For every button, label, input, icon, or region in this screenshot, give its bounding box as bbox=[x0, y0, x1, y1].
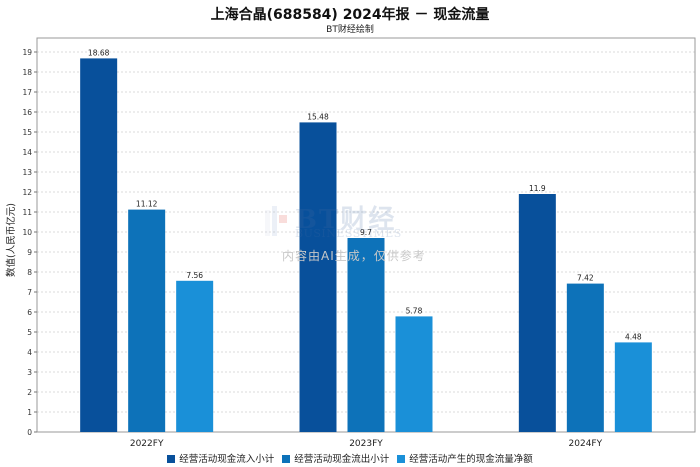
chart-subtitle: BT财经绘制 bbox=[326, 25, 374, 35]
data-label: 5.78 bbox=[406, 306, 423, 315]
chart-legend: 经营活动现金流入小计 经营活动现金流出小计 经营活动产生的现金流量净额 bbox=[0, 451, 700, 465]
y-tick-label: 2 bbox=[27, 388, 32, 397]
y-tick-label: 5 bbox=[27, 328, 32, 337]
bar bbox=[299, 122, 337, 433]
y-tick-label: 7 bbox=[27, 288, 32, 297]
legend-label: 经营活动现金流出小计 bbox=[294, 454, 390, 465]
bar bbox=[80, 58, 118, 433]
watermark-note: 内容由AI生成，仅供参考 bbox=[282, 249, 426, 263]
legend-swatch bbox=[167, 455, 176, 463]
legend-label: 经营活动产生的现金流量净额 bbox=[409, 454, 533, 465]
data-label: 11.9 bbox=[529, 184, 546, 193]
y-tick-label: 9 bbox=[27, 248, 32, 257]
data-label: 15.48 bbox=[307, 112, 329, 121]
y-tick-label: 12 bbox=[22, 188, 32, 197]
legend-label: 经营活动现金流入小计 bbox=[179, 454, 275, 465]
y-tick-label: 6 bbox=[27, 308, 32, 317]
legend-item: 经营活动现金流入小计 bbox=[167, 451, 274, 465]
x-tick-label: 2023FY bbox=[349, 439, 383, 449]
y-tick-label: 16 bbox=[22, 108, 32, 117]
legend-swatch bbox=[282, 455, 291, 463]
data-label: 7.56 bbox=[186, 271, 203, 280]
y-tick-label: 15 bbox=[22, 128, 32, 137]
y-tick-label: 0 bbox=[27, 428, 32, 437]
y-tick-label: 11 bbox=[22, 208, 32, 217]
y-tick-label: 8 bbox=[27, 268, 32, 277]
watermark-logo: BT财经 BUSINESSTIMES bbox=[265, 203, 440, 263]
y-tick-label: 19 bbox=[22, 48, 32, 57]
y-tick-label: 13 bbox=[22, 168, 32, 177]
y-tick-label: 17 bbox=[22, 88, 32, 97]
bars bbox=[80, 58, 652, 433]
y-tick-label: 4 bbox=[27, 348, 32, 357]
y-tick-label: 1 bbox=[27, 408, 32, 417]
legend-item: 经营活动现金流出小计 bbox=[282, 451, 389, 465]
y-tick-label: 14 bbox=[22, 148, 32, 157]
y-tick-label: 3 bbox=[27, 368, 32, 377]
data-label: 18.68 bbox=[88, 48, 110, 57]
y-axis-label: 数值(人民币亿元) bbox=[5, 203, 17, 277]
bar bbox=[395, 316, 433, 432]
legend-swatch bbox=[397, 455, 406, 463]
bar bbox=[176, 280, 214, 432]
watermark-mark-icon bbox=[265, 206, 291, 236]
bar bbox=[518, 194, 556, 432]
y-tick-label: 10 bbox=[22, 228, 32, 237]
data-label: 7.42 bbox=[577, 274, 594, 283]
data-labels: 18.68 11.12 7.56 15.48 9.7 5.78 11.9 7.42 4.48 bbox=[88, 48, 642, 341]
x-tick-label: 2024FY bbox=[569, 439, 603, 449]
y-tick-label: 18 bbox=[22, 68, 32, 77]
x-tick-label: 2022FY bbox=[130, 439, 164, 449]
data-label: 11.12 bbox=[136, 200, 158, 209]
bar bbox=[347, 238, 385, 432]
watermark-logo-subtext: BUSINESSTIMES bbox=[295, 227, 402, 240]
legend-item: 经营活动产生的现金流量净额 bbox=[397, 451, 533, 465]
data-label: 4.48 bbox=[625, 332, 642, 341]
data-label: 9.7 bbox=[360, 228, 372, 237]
watermark-logo-text: BT财经 bbox=[295, 205, 397, 235]
bar bbox=[128, 209, 166, 432]
chart-title: 上海合晶(688584) 2024年报 － 现金流量 bbox=[210, 7, 490, 23]
bar bbox=[614, 342, 652, 432]
bar bbox=[566, 283, 604, 432]
